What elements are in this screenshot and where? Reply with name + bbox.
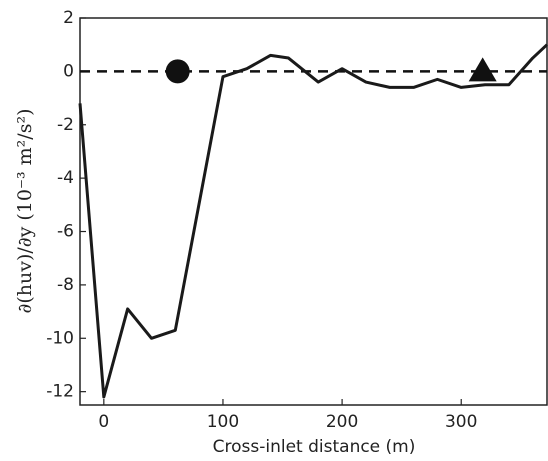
y-tick-label: -12: [46, 382, 74, 402]
triangle-marker: [468, 57, 497, 82]
x-tick-label: 200: [326, 412, 358, 432]
plot-frame: [79, 17, 548, 406]
x-tick-label: 300: [445, 412, 477, 432]
y-axis-label: ∂(huv)/∂y (10⁻³ m²/s²): [14, 109, 36, 314]
circle-marker: [165, 59, 190, 84]
y-tick-label: -6: [57, 222, 74, 242]
y-tick-label: 0: [63, 61, 74, 81]
y-tick-label: 2: [63, 8, 74, 28]
x-tick-label: 0: [98, 412, 109, 432]
x-axis-label: Cross-inlet distance (m): [213, 437, 416, 457]
y-tick-label: -8: [57, 275, 74, 295]
data-line: [78, 43, 548, 399]
y-tick-label: -10: [46, 328, 74, 348]
y-tick-label: -4: [57, 168, 74, 188]
y-tick-label: -2: [57, 115, 74, 135]
x-tick-label: 100: [207, 412, 239, 432]
